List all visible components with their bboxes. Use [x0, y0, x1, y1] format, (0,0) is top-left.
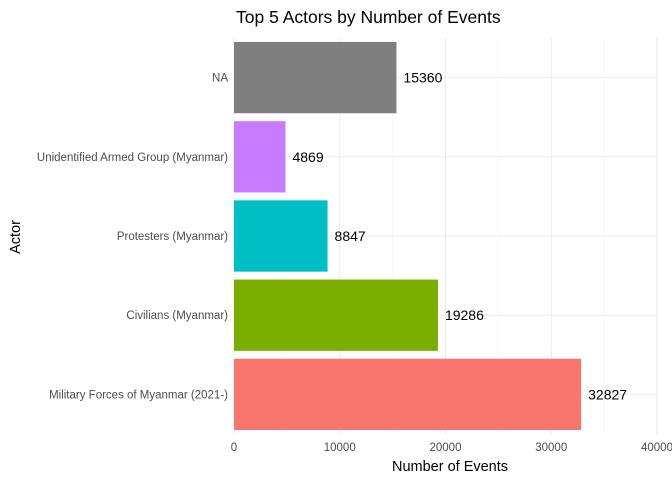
- y-tick-label: Military Forces of Myanmar (2021-): [49, 389, 228, 401]
- bar-value-label: 15360: [403, 70, 442, 86]
- x-axis-title: Number of Events: [392, 459, 508, 475]
- x-tick-label: 10000: [324, 442, 356, 454]
- chart-title: Top 5 Actors by Number of Events: [236, 7, 501, 27]
- bar: [234, 279, 438, 351]
- x-tick-label: 40000: [641, 442, 672, 454]
- y-axis-title: Actor: [8, 220, 24, 254]
- y-tick-label: Protesters (Myanmar): [117, 231, 228, 243]
- x-tick-label: 0: [231, 442, 237, 454]
- bar: [234, 121, 286, 193]
- bar-value-label: 19286: [445, 307, 484, 323]
- bar: [234, 41, 397, 114]
- bar-value-label: 32827: [588, 386, 627, 402]
- x-tick-label: 30000: [535, 442, 567, 454]
- y-axis-tick-labels: Military Forces of Myanmar (2021-) Civili…: [37, 73, 228, 402]
- x-tick-label: 20000: [430, 442, 462, 454]
- bar-value-label: 4869: [292, 149, 323, 165]
- data-labels: 32827 19286 8847 4869 15360: [292, 70, 627, 403]
- bars: [234, 41, 582, 431]
- bar: [234, 358, 582, 431]
- y-tick-label: Unidentified Armed Group (Myanmar): [37, 152, 228, 164]
- bar: [234, 200, 328, 272]
- y-tick-label: Civilians (Myanmar): [126, 310, 228, 322]
- y-tick-label: NA: [212, 73, 228, 85]
- bar-value-label: 8847: [335, 228, 366, 244]
- x-axis-tick-labels: 0 10000 20000 30000 40000: [231, 442, 672, 454]
